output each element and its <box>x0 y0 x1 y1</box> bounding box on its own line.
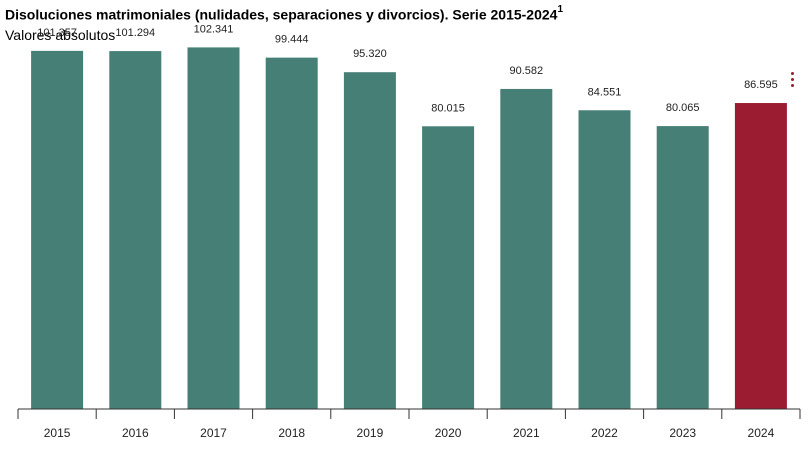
bar-2021[interactable] <box>500 88 553 409</box>
bar-value-label-2017: 102.341 <box>194 23 234 35</box>
chart-title: Disoluciones matrimoniales (nulidades, s… <box>5 4 564 23</box>
menu-dot <box>791 78 794 81</box>
menu-dot <box>791 84 794 87</box>
x-tick-label-2015: 2015 <box>44 426 71 440</box>
bar-2016[interactable] <box>109 51 162 409</box>
x-tick-label-2018: 2018 <box>278 426 305 440</box>
bar-2022[interactable] <box>578 110 631 409</box>
x-tick-label-2019: 2019 <box>357 426 384 440</box>
bar-2018[interactable] <box>265 57 318 410</box>
x-tick-label-2016: 2016 <box>122 426 149 440</box>
menu-dot <box>791 72 794 75</box>
x-tick-label-2020: 2020 <box>435 426 462 440</box>
chart-title-text: Disoluciones matrimoniales (nulidades, s… <box>5 6 558 23</box>
x-tick-label-2023: 2023 <box>669 426 696 440</box>
title-footnote-marker: 1 <box>557 4 564 15</box>
bar-2020[interactable] <box>422 126 475 409</box>
bar-value-label-2018: 99.444 <box>275 34 309 46</box>
bar-2015[interactable] <box>31 50 84 409</box>
bar-value-label-2019: 95.320 <box>353 48 387 60</box>
bar-value-label-2021: 90.582 <box>509 65 543 77</box>
x-tick-label-2022: 2022 <box>591 426 618 440</box>
x-tick-label-2024: 2024 <box>748 426 775 440</box>
x-tick-label-2021: 2021 <box>513 426 540 440</box>
chart-subtitle: Valores absolutos <box>5 27 116 43</box>
bar-value-label-2015: 101.357 <box>37 27 77 39</box>
bar-value-label-2023: 80.065 <box>666 102 700 114</box>
bar-value-label-2022: 84.551 <box>588 86 622 98</box>
bar-2017[interactable] <box>187 47 240 409</box>
bar-value-label-2020: 80.015 <box>431 102 465 114</box>
bar-value-label-2016: 101.294 <box>115 27 155 39</box>
vertical-dots-menu-icon[interactable] <box>786 70 798 90</box>
x-tick-label-2017: 2017 <box>200 426 227 440</box>
bar-2019[interactable] <box>343 72 396 409</box>
bar-2023[interactable] <box>656 126 709 409</box>
bar-2024[interactable] <box>734 103 787 409</box>
bar-value-label-2024: 86.595 <box>744 79 778 91</box>
